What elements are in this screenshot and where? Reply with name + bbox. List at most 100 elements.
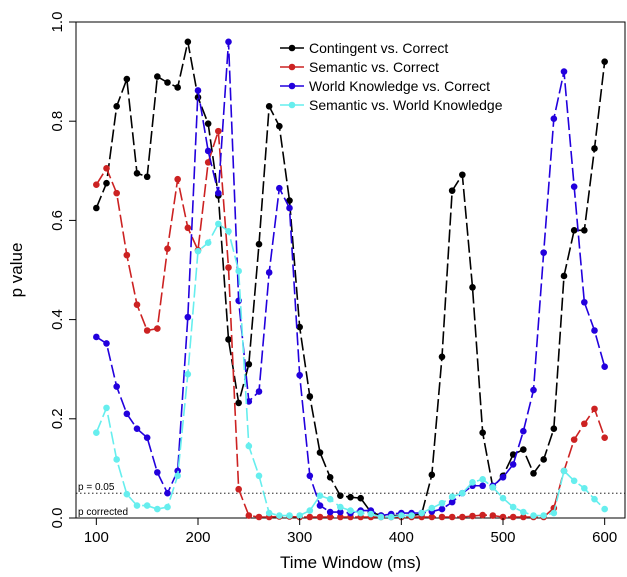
data-point bbox=[601, 363, 608, 370]
data-point bbox=[439, 500, 446, 507]
data-point bbox=[195, 87, 202, 94]
data-point bbox=[164, 79, 171, 86]
data-point bbox=[124, 76, 131, 83]
data-point bbox=[551, 115, 558, 122]
data-point bbox=[185, 314, 192, 321]
y-tick-label: 0.6 bbox=[49, 210, 66, 231]
data-point bbox=[103, 340, 110, 347]
x-tick-label: 200 bbox=[185, 529, 210, 546]
data-point bbox=[113, 190, 120, 197]
series-4 bbox=[93, 221, 608, 521]
data-point bbox=[510, 514, 517, 521]
x-axis: 100 200 300 400 500 600 bbox=[84, 518, 617, 546]
data-point bbox=[561, 273, 568, 280]
data-point bbox=[205, 239, 212, 246]
data-point bbox=[378, 514, 385, 521]
data-point bbox=[124, 491, 131, 498]
series-2 bbox=[93, 128, 608, 520]
data-point bbox=[144, 173, 151, 180]
data-point bbox=[317, 502, 324, 509]
y-axis: 0.0 0.2 0.4 0.6 0.8 1.0 bbox=[49, 12, 76, 529]
data-point bbox=[317, 514, 324, 521]
data-point bbox=[601, 434, 608, 441]
data-point bbox=[154, 506, 161, 513]
data-point bbox=[479, 482, 486, 489]
data-point bbox=[469, 284, 476, 291]
y-tick-label: 1.0 bbox=[49, 12, 66, 33]
data-point bbox=[276, 123, 283, 130]
data-point bbox=[449, 514, 456, 521]
data-point bbox=[561, 68, 568, 75]
reference-label: p = 0.05 bbox=[78, 482, 115, 493]
data-point bbox=[235, 400, 242, 407]
data-point bbox=[195, 248, 202, 255]
data-point bbox=[144, 327, 151, 334]
data-point bbox=[469, 513, 476, 520]
data-point bbox=[185, 371, 192, 378]
y-axis-title: p value bbox=[7, 243, 26, 298]
data-point bbox=[246, 361, 253, 368]
data-point bbox=[174, 84, 181, 91]
data-point bbox=[286, 205, 293, 212]
data-point bbox=[134, 425, 141, 432]
data-point bbox=[103, 180, 110, 187]
data-point bbox=[571, 183, 578, 190]
reference-label: p corrected bbox=[78, 507, 128, 518]
data-point bbox=[601, 58, 608, 65]
data-point bbox=[540, 512, 547, 519]
data-point bbox=[449, 187, 456, 194]
x-tick-label: 500 bbox=[490, 529, 515, 546]
data-point bbox=[347, 494, 354, 501]
data-point bbox=[276, 185, 283, 192]
data-point bbox=[581, 485, 588, 492]
data-point bbox=[185, 39, 192, 46]
data-point bbox=[469, 479, 476, 486]
data-point bbox=[144, 434, 151, 441]
data-point bbox=[256, 514, 263, 521]
data-point bbox=[398, 512, 405, 519]
legend: Contingent vs. Correct Semantic vs. Corre… bbox=[280, 40, 503, 113]
data-point bbox=[439, 506, 446, 513]
data-point bbox=[571, 227, 578, 234]
data-point bbox=[479, 476, 486, 483]
data-point bbox=[520, 509, 527, 516]
data-point bbox=[357, 495, 364, 502]
legend-label: Contingent vs. Correct bbox=[309, 40, 448, 56]
data-point bbox=[388, 514, 395, 521]
data-point bbox=[591, 327, 598, 334]
data-point bbox=[144, 502, 151, 509]
x-tick-label: 300 bbox=[287, 529, 312, 546]
data-point bbox=[530, 512, 537, 519]
legend-swatch-point bbox=[289, 45, 296, 52]
data-point bbox=[479, 429, 486, 436]
data-point bbox=[225, 264, 232, 271]
data-point bbox=[591, 406, 598, 413]
data-point bbox=[103, 165, 110, 172]
data-point bbox=[113, 383, 120, 390]
data-point bbox=[124, 411, 131, 418]
data-point bbox=[459, 490, 466, 497]
data-point bbox=[215, 190, 222, 197]
data-point bbox=[266, 269, 273, 276]
legend-label: Semantic vs. World Knowledge bbox=[309, 97, 503, 113]
data-point bbox=[296, 512, 303, 519]
legend-swatch-point bbox=[289, 64, 296, 71]
data-point bbox=[520, 428, 527, 435]
data-point bbox=[225, 336, 232, 343]
legend-label: Semantic vs. Correct bbox=[309, 59, 439, 75]
data-point bbox=[103, 405, 110, 412]
data-point bbox=[286, 512, 293, 519]
data-point bbox=[551, 425, 558, 432]
data-point bbox=[327, 509, 334, 516]
data-point bbox=[93, 429, 100, 436]
data-point bbox=[164, 245, 171, 252]
data-point bbox=[490, 512, 497, 519]
data-point bbox=[215, 221, 222, 228]
data-point bbox=[571, 478, 578, 485]
data-point bbox=[266, 103, 273, 110]
data-point bbox=[530, 387, 537, 394]
data-point bbox=[347, 507, 354, 514]
data-point bbox=[439, 514, 446, 521]
data-point bbox=[500, 495, 507, 502]
